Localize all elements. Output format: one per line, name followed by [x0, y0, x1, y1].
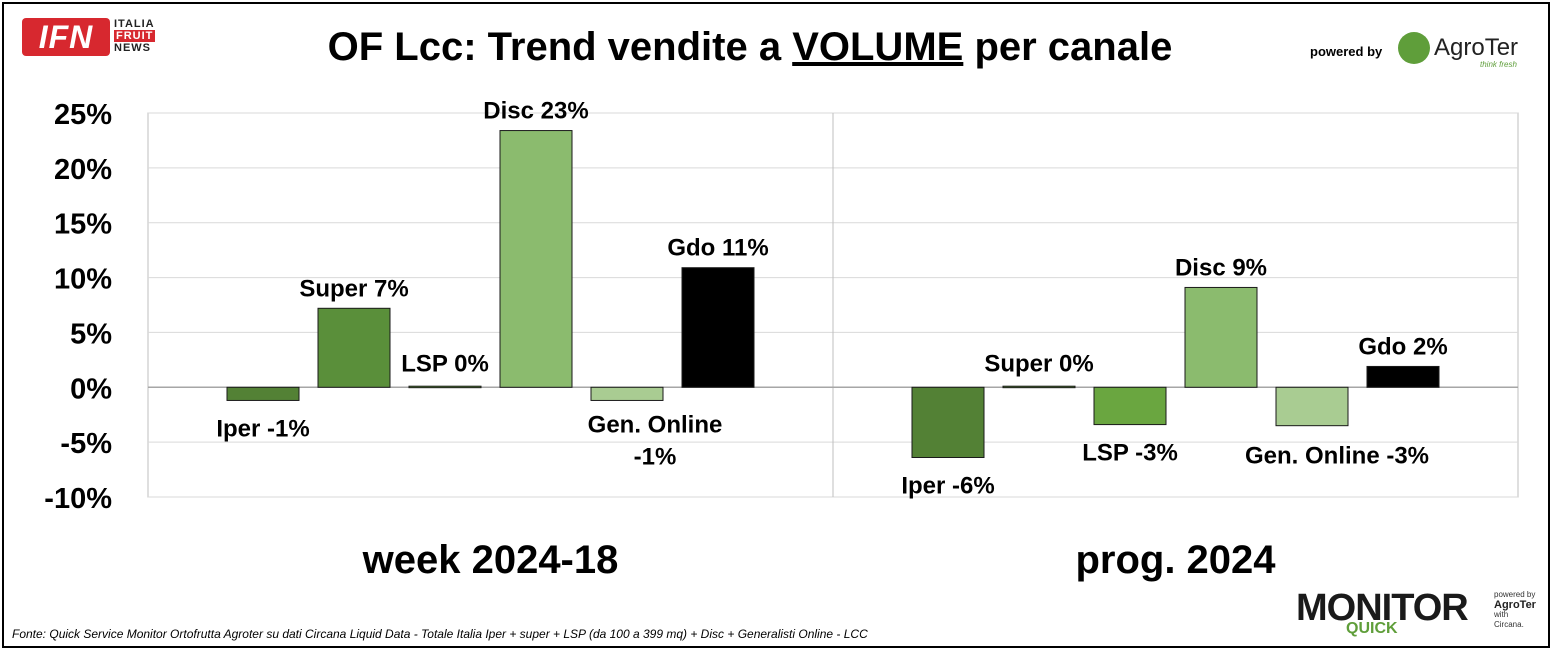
data-label: Gen. Online -3%	[1245, 443, 1429, 470]
data-label: Iper -1%	[216, 415, 309, 442]
monitor-partner-note: powered by AgroTer with Circana.	[1494, 590, 1536, 629]
ifn-logo-mark: IFN	[22, 18, 110, 56]
monitor-quick-logo: MONITOR QUICK	[1296, 587, 1469, 637]
bar-iper	[226, 386, 300, 401]
data-label: Gdo 2%	[1358, 333, 1447, 360]
agroter-logo: AgroTer think fresh	[1398, 30, 1528, 70]
bar-gen-online	[590, 386, 664, 401]
y-tick-label: 5%	[70, 318, 112, 350]
data-label: LSP -3%	[1082, 440, 1178, 467]
bar-gen-online	[1275, 386, 1349, 427]
bar-super	[317, 307, 391, 388]
data-label: Disc 23%	[483, 98, 588, 125]
y-tick-label: -10%	[44, 483, 112, 515]
data-label: Disc 9%	[1175, 254, 1267, 281]
y-tick-label: 20%	[54, 154, 112, 186]
y-tick-label: 25%	[54, 99, 112, 131]
ifn-logo: IFN ITALIA FRUIT NEWS	[22, 18, 172, 58]
data-label: Iper -6%	[901, 473, 994, 500]
tree-icon	[1398, 32, 1430, 64]
bar-disc	[499, 130, 573, 388]
bar-super	[1002, 385, 1076, 389]
data-label: Super 7%	[299, 275, 408, 302]
x-group-label: prog. 2024	[1075, 538, 1276, 582]
data-label: Gen. Online	[588, 411, 723, 438]
data-label: -1%	[634, 443, 677, 470]
x-group-label: week 2024-18	[362, 538, 619, 582]
source-note: Fonte: Quick Service Monitor Ortofrutta …	[12, 627, 868, 641]
data-label: Gdo 11%	[667, 235, 768, 262]
y-tick-label: -5%	[60, 428, 112, 460]
data-label: Super 0%	[984, 350, 1093, 377]
bar-lsp	[408, 385, 482, 389]
bar-disc	[1184, 286, 1258, 388]
y-tick-label: 0%	[70, 373, 112, 405]
bar-gdo	[1366, 365, 1440, 388]
slide-frame	[2, 2, 1550, 648]
bar-lsp	[1093, 386, 1167, 426]
powered-by-label: powered by	[1310, 44, 1383, 59]
data-label: LSP 0%	[401, 350, 489, 377]
ifn-logo-text: ITALIA FRUIT NEWS	[114, 18, 156, 54]
bar-gdo	[681, 267, 755, 388]
y-tick-label: 10%	[54, 264, 112, 296]
chart-title: OF Lcc: Trend vendite a VOLUME per canal…	[327, 25, 1173, 69]
y-tick-label: 15%	[54, 209, 112, 241]
bar-iper	[911, 386, 985, 459]
